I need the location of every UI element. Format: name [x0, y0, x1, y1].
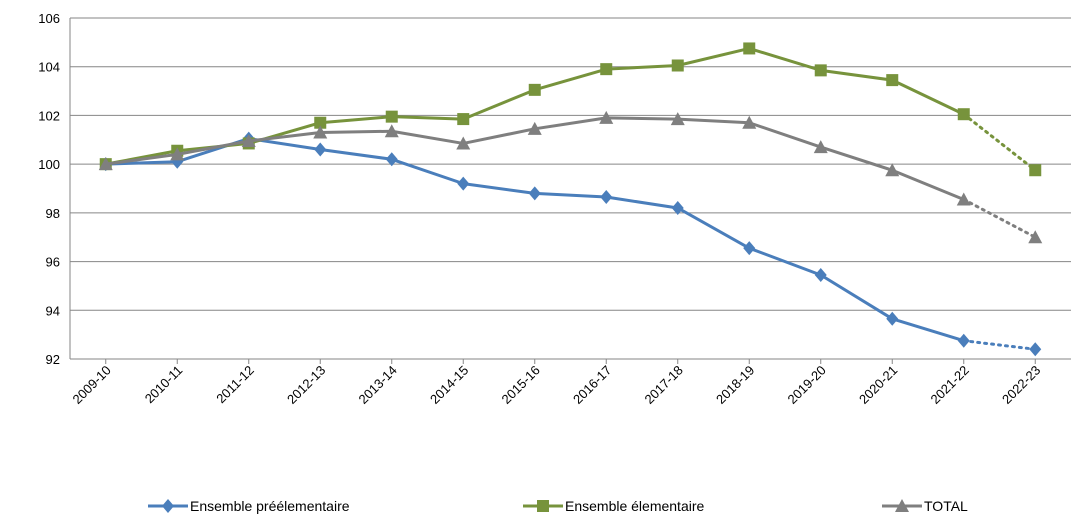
y-tick-label: 100 — [38, 157, 60, 172]
y-tick-label: 96 — [46, 255, 60, 270]
legend-item-1: Ensemble préélementaire — [148, 498, 350, 514]
data-point — [600, 190, 613, 205]
x-tick-label: 2010-11 — [142, 363, 186, 407]
x-tick-label: 2009-10 — [70, 363, 114, 407]
legend: Ensemble préélementaire Ensemble élementa… — [148, 498, 968, 514]
data-point — [886, 311, 899, 326]
y-tick-label: 102 — [38, 108, 60, 123]
data-point — [957, 108, 970, 121]
legend-label: TOTAL — [924, 498, 968, 514]
series-layer — [98, 42, 1043, 357]
x-tick-label: 2016-17 — [570, 363, 614, 407]
x-tick-label: 2015-16 — [499, 363, 543, 407]
data-point — [457, 113, 470, 126]
series-projection-line — [962, 112, 1037, 172]
data-point — [313, 125, 328, 139]
series-1 — [99, 131, 1042, 357]
legend-item-2: Ensemble élementaire — [523, 498, 705, 514]
x-tick-label: 2011-12 — [213, 363, 257, 407]
data-point — [599, 110, 614, 124]
data-point — [814, 64, 827, 77]
data-point — [670, 112, 685, 126]
data-point — [956, 192, 971, 206]
data-point — [456, 136, 471, 150]
data-point — [743, 241, 756, 256]
x-tick-label: 2012-13 — [284, 363, 328, 407]
y-tick-label: 92 — [46, 352, 60, 367]
data-point — [600, 63, 613, 76]
data-point — [813, 140, 828, 154]
y-tick-label: 106 — [38, 11, 60, 26]
data-point — [743, 42, 756, 55]
data-point — [814, 267, 827, 282]
x-tick-label: 2013-14 — [356, 363, 400, 407]
data-point — [1029, 164, 1042, 177]
data-point — [384, 124, 399, 138]
series-projection-line — [962, 197, 1037, 239]
x-tick-label: 2017-18 — [642, 363, 686, 407]
data-point — [457, 176, 470, 191]
x-tick-label: 2019-20 — [785, 363, 829, 407]
x-tick-label: 2014-15 — [427, 363, 471, 407]
x-axis-tick-labels: 2009-10 2010-11 2011-12 2012-13 2013-14 2014-… — [70, 363, 1044, 407]
series-3 — [98, 110, 1043, 244]
data-point — [385, 110, 398, 123]
legend-label: Ensemble préélementaire — [190, 498, 350, 514]
legend-marker — [895, 499, 909, 512]
y-tick-label: 98 — [46, 206, 60, 221]
data-point — [886, 74, 899, 87]
legend-marker — [162, 499, 174, 513]
data-point — [1029, 342, 1042, 357]
y-axis-tick-labels: 92 94 96 98 100 102 104 106 — [38, 11, 60, 367]
data-point — [314, 116, 327, 129]
data-point — [957, 333, 970, 348]
data-point — [671, 59, 684, 72]
data-point — [170, 147, 185, 161]
series-line — [105, 46, 965, 166]
data-point — [885, 163, 900, 177]
legend-marker — [537, 500, 549, 512]
data-point — [742, 115, 757, 129]
legend-label: Ensemble élementaire — [565, 498, 705, 514]
gridlines — [69, 17, 1071, 364]
y-tick-label: 104 — [38, 60, 60, 75]
data-point — [241, 134, 256, 148]
series-2 — [99, 42, 1042, 177]
x-tick-label: 2020-21 — [856, 363, 900, 407]
data-point — [385, 152, 398, 167]
x-tick-label: 2022-23 — [999, 363, 1043, 407]
x-tick-label: 2021-22 — [928, 363, 972, 407]
x-tick-label: 2018-19 — [713, 363, 757, 407]
data-point — [528, 186, 541, 201]
data-point — [528, 83, 541, 96]
data-point — [98, 157, 113, 171]
data-point — [1028, 230, 1043, 244]
data-point — [527, 121, 542, 135]
legend-item-3: TOTAL — [882, 498, 968, 514]
series-projection-line — [962, 339, 1037, 351]
data-point — [314, 142, 327, 157]
data-point — [671, 200, 684, 215]
y-tick-label: 94 — [46, 303, 60, 318]
